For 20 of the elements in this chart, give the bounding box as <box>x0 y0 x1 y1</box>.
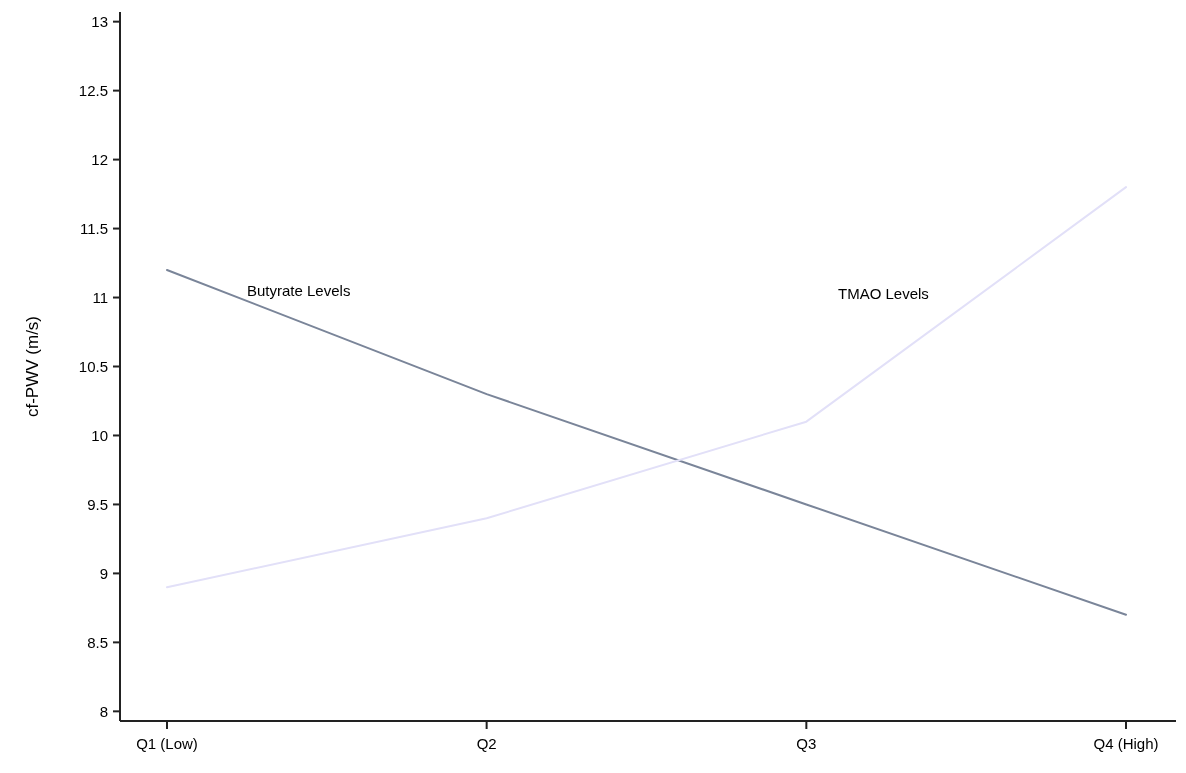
y-tick-label: 11 <box>92 288 108 306</box>
x-tick-label: Q4 (High) <box>1093 735 1159 752</box>
line-series <box>166 268 1127 616</box>
y-tick-label: 10 <box>91 426 108 444</box>
y-tick-label: 11.5 <box>79 219 108 237</box>
y-tick-label: 12.5 <box>78 81 108 99</box>
y-tick-label: 9 <box>99 564 108 582</box>
y-tick-label: 8.5 <box>87 633 108 651</box>
y-tick-label: 12 <box>91 150 108 168</box>
series-label: Butyrate Levels <box>247 281 351 299</box>
series-label: TMAO Levels <box>838 285 929 303</box>
line-series <box>166 186 1127 589</box>
x-tick-label: Q1 (Low) <box>136 735 198 752</box>
x-tick-label: Q3 <box>796 735 817 752</box>
y-tick-label: 8 <box>99 702 108 720</box>
x-tick-label: Q2 <box>476 735 497 752</box>
y-tick-label: 9.5 <box>87 495 108 513</box>
y-tick-label: 13 <box>91 12 108 30</box>
y-tick-label: 10.5 <box>78 357 108 375</box>
y-axis-title: cf-PWV (m/s) <box>23 315 42 418</box>
